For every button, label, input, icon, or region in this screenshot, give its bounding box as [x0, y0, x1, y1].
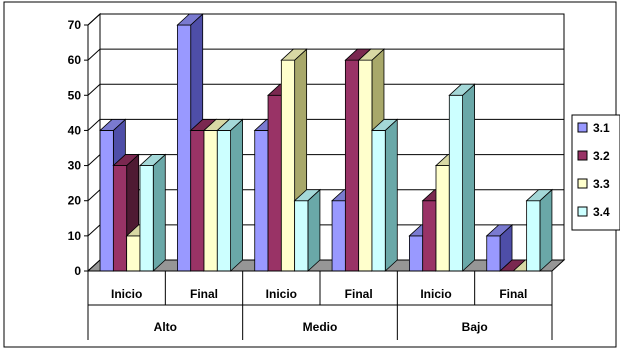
bar-3.4-2 [293, 188, 321, 272]
bar-front [254, 130, 269, 272]
bar-3.1-5 [485, 223, 514, 272]
bar-front [112, 165, 128, 272]
bar-front [99, 130, 114, 272]
bar-side [152, 153, 166, 272]
bar-top [138, 154, 167, 166]
bar-top [216, 119, 244, 131]
legend: 3.1 3.2 3.3 3.4 [571, 114, 620, 231]
legend-swatch [577, 122, 588, 133]
gridline-side [87, 189, 101, 202]
x-tick-label: Inicio [266, 287, 297, 301]
bar-top [370, 119, 399, 131]
bar-side [539, 188, 553, 272]
x-group-label: Bajo [462, 320, 488, 334]
bar-side [384, 118, 398, 272]
bar-top [280, 48, 308, 61]
bar-top [357, 48, 385, 61]
bar-front [216, 130, 232, 272]
gridline-side [87, 154, 101, 166]
legend-item-3.3: 3.3 [577, 177, 610, 191]
x-tick-label: Inicio [111, 287, 142, 301]
bar-3.4-5 [525, 188, 553, 272]
bar-front [139, 165, 154, 272]
y-tick-label: 30 [68, 159, 82, 173]
x-axis: Inicio Final Inicio Final Inicio Final Alto Med… [87, 270, 553, 340]
bar-side [307, 188, 321, 272]
legend-label: 3.1 [593, 121, 610, 135]
bar-top [293, 189, 321, 202]
y-tick-label: 40 [68, 123, 82, 137]
bar-top [99, 119, 127, 131]
bar-top [485, 224, 514, 237]
bar-3.4-0 [138, 153, 167, 272]
x-tick-label: Final [345, 287, 373, 301]
gridline-side [87, 119, 101, 131]
bar-front [486, 235, 501, 272]
bar-front [448, 94, 463, 272]
bar-top [525, 189, 553, 202]
y-tick-label: 0 [74, 264, 81, 278]
x-group-label: Alto [154, 320, 177, 334]
legend-swatch [577, 150, 588, 161]
bar-front [280, 59, 296, 272]
x-tick-label: Final [499, 287, 527, 301]
legend-swatch [577, 206, 588, 217]
bar-front [267, 94, 282, 272]
bar-front [176, 24, 192, 272]
legend-item-3.2: 3.2 [577, 149, 610, 163]
legend-label: 3.4 [593, 205, 610, 219]
gridline-side [87, 83, 101, 96]
x-tick-label: Final [190, 287, 218, 301]
y-tick-label: 50 [68, 88, 82, 102]
bar-front [126, 235, 141, 272]
bar-top [112, 154, 140, 166]
bar-front [408, 235, 424, 272]
gridline-side [87, 48, 101, 61]
bar-front [358, 59, 373, 272]
legend-swatch [577, 178, 588, 189]
y-tick-label: 70 [68, 18, 82, 32]
bar-3.4-1 [216, 118, 244, 272]
x-group-label: Medio [303, 320, 338, 334]
bar-3.4-3 [370, 118, 399, 272]
legend-label: 3.2 [593, 149, 610, 163]
bar-front [294, 200, 309, 272]
y-tick-label: 10 [68, 229, 82, 243]
bar-front [203, 130, 218, 272]
gridline-side [87, 224, 101, 237]
y-axis: 0 10 20 30 40 50 60 70 [68, 18, 89, 278]
bar-side [230, 118, 244, 272]
bar-front [435, 165, 450, 272]
bar-front [422, 200, 437, 272]
bar-3.4-4 [448, 83, 476, 272]
bar-front [331, 200, 346, 272]
bar-front [371, 130, 386, 272]
legend-item-3.1: 3.1 [577, 121, 610, 135]
bar-front [526, 200, 541, 272]
bar-top [176, 13, 204, 26]
bar-front [190, 130, 205, 272]
gridline-side [87, 13, 101, 26]
legend-label: 3.3 [593, 177, 610, 191]
bar-top [448, 83, 476, 96]
y-tick-label: 60 [68, 53, 82, 67]
x-tick-label: Inicio [420, 287, 451, 301]
y-tick-label: 20 [68, 194, 82, 208]
bar-front [344, 59, 360, 272]
legend-item-3.4: 3.4 [577, 205, 610, 219]
bar-side [462, 83, 476, 272]
side-wall [87, 12, 101, 273]
